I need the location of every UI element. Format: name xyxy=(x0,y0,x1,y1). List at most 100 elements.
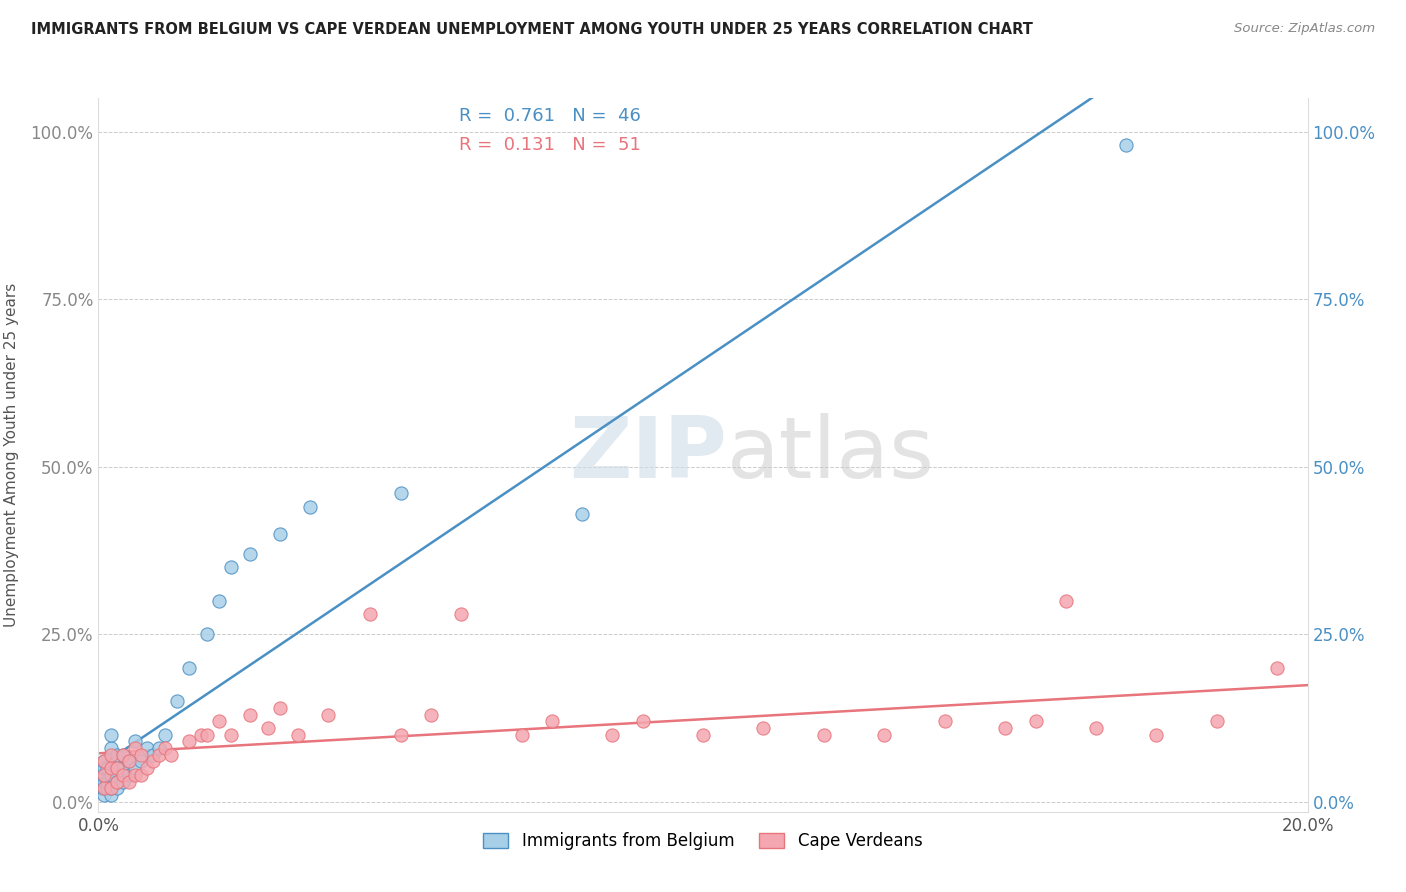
Point xyxy=(602,728,624,742)
Point xyxy=(153,741,176,756)
Text: R =  0.131   N =  51: R = 0.131 N = 51 xyxy=(458,136,641,153)
Point xyxy=(118,755,141,769)
Point xyxy=(420,707,443,722)
Point xyxy=(239,707,262,722)
Point xyxy=(129,747,152,762)
Point xyxy=(1267,660,1289,674)
Point xyxy=(93,761,115,775)
Point xyxy=(135,761,157,775)
Point xyxy=(105,774,128,789)
Point xyxy=(100,781,122,796)
Point xyxy=(692,728,714,742)
Point xyxy=(221,728,243,742)
Text: Source: ZipAtlas.com: Source: ZipAtlas.com xyxy=(1234,22,1375,36)
Point xyxy=(1115,138,1137,153)
Point xyxy=(142,755,165,769)
Point xyxy=(111,768,134,782)
Point xyxy=(142,747,165,762)
Point xyxy=(389,486,412,500)
Point xyxy=(111,747,134,762)
Point xyxy=(96,781,118,796)
Point xyxy=(994,721,1017,735)
Point xyxy=(90,774,112,789)
Point xyxy=(105,747,128,762)
Point xyxy=(105,761,128,775)
Point xyxy=(105,761,128,775)
Point xyxy=(1206,714,1229,729)
Point xyxy=(90,768,112,782)
Point xyxy=(111,747,134,762)
Point xyxy=(148,741,170,756)
Point xyxy=(166,694,188,708)
Point xyxy=(195,728,218,742)
Point xyxy=(96,761,118,775)
Point xyxy=(934,714,956,729)
Point xyxy=(195,627,218,641)
Point xyxy=(105,781,128,796)
Text: ZIP: ZIP xyxy=(569,413,727,497)
Point xyxy=(100,788,122,802)
Point xyxy=(1144,728,1167,742)
Point xyxy=(93,768,115,782)
Point xyxy=(90,781,112,796)
Point xyxy=(179,660,201,674)
Point xyxy=(360,607,382,621)
Point xyxy=(100,728,122,742)
Point xyxy=(510,728,533,742)
Point xyxy=(160,747,183,762)
Point xyxy=(124,761,146,775)
Point xyxy=(100,781,122,796)
Point xyxy=(256,721,278,735)
Point xyxy=(1054,593,1077,607)
Point xyxy=(118,768,141,782)
Point xyxy=(118,755,141,769)
Point xyxy=(316,707,339,722)
Point xyxy=(752,721,775,735)
Point xyxy=(190,728,212,742)
Point xyxy=(148,747,170,762)
Text: IMMIGRANTS FROM BELGIUM VS CAPE VERDEAN UNEMPLOYMENT AMONG YOUTH UNDER 25 YEARS : IMMIGRANTS FROM BELGIUM VS CAPE VERDEAN … xyxy=(31,22,1033,37)
Point xyxy=(450,607,472,621)
Point xyxy=(111,761,134,775)
Point xyxy=(93,774,115,789)
Point xyxy=(208,714,231,729)
Point xyxy=(100,741,122,756)
Point xyxy=(153,728,176,742)
Point xyxy=(124,734,146,748)
Point xyxy=(100,768,122,782)
Point xyxy=(1085,721,1108,735)
Point xyxy=(93,788,115,802)
Point xyxy=(124,741,146,756)
Point xyxy=(221,560,243,574)
Y-axis label: Unemployment Among Youth under 25 years: Unemployment Among Youth under 25 years xyxy=(4,283,20,627)
Point xyxy=(129,755,152,769)
Point xyxy=(93,755,115,769)
Point xyxy=(269,526,291,541)
Point xyxy=(100,747,122,762)
Point xyxy=(179,734,201,748)
Point xyxy=(813,728,835,742)
Point xyxy=(287,728,309,742)
Point xyxy=(91,781,114,796)
Point xyxy=(100,761,122,775)
Point xyxy=(239,547,262,561)
Legend: Immigrants from Belgium, Cape Verdeans: Immigrants from Belgium, Cape Verdeans xyxy=(477,826,929,857)
Point xyxy=(208,593,231,607)
Point xyxy=(135,741,157,756)
Point xyxy=(96,774,118,789)
Point xyxy=(873,728,896,742)
Point xyxy=(118,774,141,789)
Point xyxy=(111,774,134,789)
Point xyxy=(631,714,654,729)
Point xyxy=(540,714,562,729)
Point xyxy=(571,507,593,521)
Point xyxy=(100,774,122,789)
Point xyxy=(124,768,146,782)
Point xyxy=(1024,714,1046,729)
Point xyxy=(389,728,412,742)
Point xyxy=(129,768,152,782)
Point xyxy=(93,755,115,769)
Point xyxy=(269,701,291,715)
Point xyxy=(93,781,115,796)
Point xyxy=(105,774,128,789)
